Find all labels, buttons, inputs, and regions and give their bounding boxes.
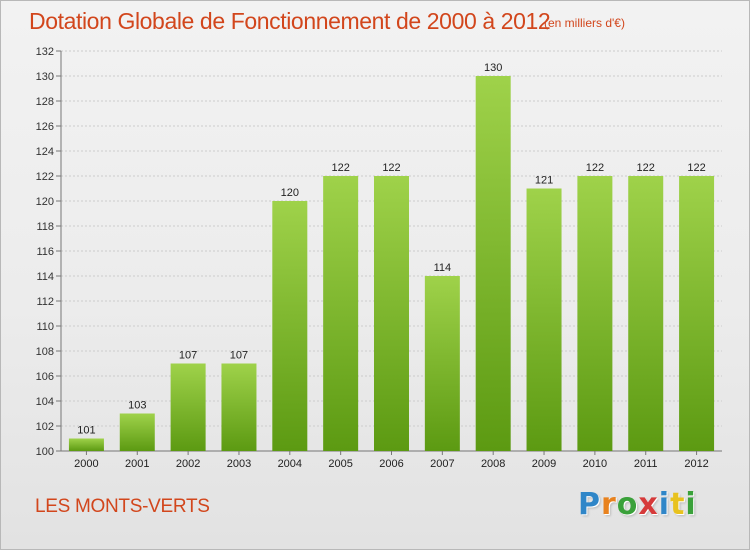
x-tick-label: 2008 (481, 458, 505, 470)
bar (170, 363, 206, 451)
bar (68, 438, 104, 451)
logo-letter: t (670, 487, 686, 522)
y-tick-label: 126 (36, 121, 54, 133)
bar (424, 276, 460, 451)
logo-letter: r (601, 487, 617, 522)
bar (475, 76, 511, 451)
bar-value-label: 120 (281, 187, 299, 199)
bar (272, 201, 308, 451)
commune-name: LES MONTS-VERTS (35, 496, 210, 517)
x-tick-label: 2002 (176, 458, 200, 470)
axes: 100 102 104 106 108 110 112 114 116 118 120 122 124 1… (36, 46, 722, 458)
bar-value-label: 103 (128, 400, 146, 412)
x-tick-label: 2001 (125, 458, 149, 470)
y-tick-label: 118 (36, 221, 54, 233)
bar (628, 176, 664, 451)
y-tick-label: 104 (36, 396, 54, 408)
labels: 101 2000 103 2001 107 2002 107 2003 120 2004 122 20… (74, 62, 709, 470)
logo-letter: i (685, 487, 697, 522)
y-tick-label: 106 (36, 371, 54, 383)
bar-value-label: 122 (687, 162, 705, 174)
y-tick-label: 110 (36, 321, 54, 333)
bar-value-label: 114 (434, 262, 452, 274)
bar-value-label: 107 (179, 350, 197, 362)
y-tick-label: 112 (36, 296, 54, 308)
bar (679, 176, 715, 451)
bar-value-label: 122 (586, 162, 604, 174)
logo-letter: x (638, 487, 659, 522)
bar-value-label: 130 (484, 62, 502, 74)
chart-subtitle: (en milliers d'€) (544, 16, 625, 30)
logo-letter: P (578, 487, 601, 522)
logo-letter: o (616, 487, 639, 522)
bar-value-label: 122 (637, 162, 655, 174)
y-tick-label: 100 (36, 446, 54, 458)
bar-value-label: 122 (382, 162, 400, 174)
bar (323, 176, 359, 451)
x-tick-label: 2005 (328, 458, 352, 470)
bar (577, 176, 613, 451)
bar-value-label: 107 (230, 350, 248, 362)
x-tick-label: 2006 (379, 458, 403, 470)
x-tick-label: 2011 (634, 458, 658, 470)
y-tick-label: 108 (36, 346, 54, 358)
x-tick-label: 2003 (227, 458, 251, 470)
x-tick-label: 2012 (684, 458, 708, 470)
y-tick-label: 120 (36, 196, 54, 208)
x-tick-label: 2004 (278, 458, 302, 470)
x-tick-label: 2007 (430, 458, 454, 470)
bar (374, 176, 409, 451)
y-tick-label: 132 (36, 46, 54, 58)
x-tick-label: 2010 (583, 458, 607, 470)
y-tick-label: 124 (36, 146, 54, 158)
bars (68, 76, 715, 451)
logo-letter: i (658, 487, 671, 522)
chart-title: Dotation Globale de Fonctionnement de 20… (29, 8, 551, 34)
y-tick-label: 102 (36, 421, 54, 433)
bar (119, 413, 155, 451)
bar-value-label: 122 (331, 162, 349, 174)
bar (526, 188, 562, 451)
x-tick-label: 2000 (74, 458, 98, 470)
y-tick-label: 130 (36, 71, 54, 83)
x-tick-label: 2009 (532, 458, 556, 470)
proxiti-logo[interactable]: Proxiti (578, 487, 697, 522)
bar-value-label: 101 (77, 425, 95, 437)
bar-value-label: 121 (535, 175, 553, 187)
y-tick-label: 122 (36, 171, 54, 183)
bar (221, 363, 257, 451)
y-tick-label: 114 (36, 271, 54, 283)
y-tick-label: 128 (36, 96, 54, 108)
y-tick-label: 116 (36, 246, 54, 258)
